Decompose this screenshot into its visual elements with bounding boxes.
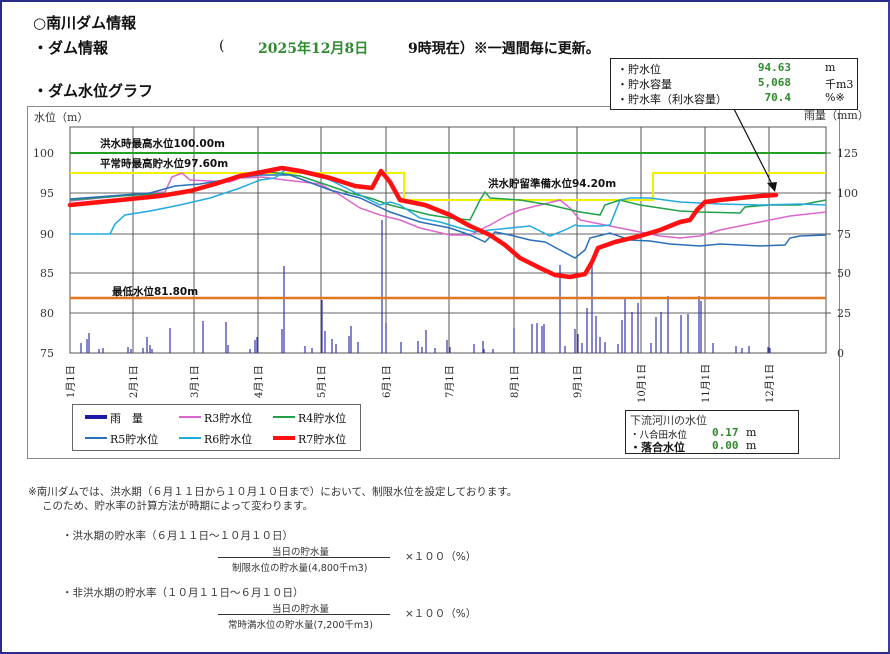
nonflood-numerator: 当日の貯水量 xyxy=(272,604,330,615)
x-tick: 11月1日 xyxy=(700,364,712,403)
status-row-rate: ・貯水率（利水容量） 70.4 %※ xyxy=(617,91,855,106)
legend-label: R3貯水位 xyxy=(204,412,253,425)
x-tick: 10月1日 xyxy=(636,364,648,403)
x-tick: 4月1日 xyxy=(253,365,265,398)
update-time-note: 9時現在）※一週間毎に更新。 xyxy=(408,41,600,57)
arrow-head-icon xyxy=(767,182,777,192)
pointer-arrow xyxy=(732,106,774,187)
y2-tick: 50 xyxy=(837,267,851,280)
nonflood-times100: ×１００（%） xyxy=(405,608,477,620)
y-tick: 90 xyxy=(40,228,54,241)
x-tick: 3月1日 xyxy=(189,365,201,398)
legend-swatch-icon xyxy=(273,416,295,418)
legend-label: R4貯水位 xyxy=(298,412,347,425)
legend-label: R5貯水位 xyxy=(110,433,159,446)
flood-times100: ×１００（%） xyxy=(405,551,477,563)
status-label: ・貯水容量 xyxy=(617,78,672,91)
series-r7 xyxy=(67,165,779,280)
legend-swatch-icon xyxy=(85,437,107,439)
river-value: 0.00 xyxy=(712,439,739,452)
x-tick: 5月1日 xyxy=(316,365,328,398)
rainfall-bars xyxy=(80,220,771,353)
series-r3 xyxy=(69,172,827,239)
legend-swatch-icon xyxy=(273,436,295,440)
fraction-bar xyxy=(218,557,390,558)
river-unit: m xyxy=(746,439,757,452)
river-title: 下流河川の水位 xyxy=(630,414,707,427)
chart-legend: 雨 量 R3貯水位 R4貯水位 R5貯水位 R6貯水位 R7貯水位 xyxy=(72,404,361,451)
series-r6 xyxy=(70,169,827,237)
status-value: 94.63 xyxy=(757,61,791,74)
y-tick: 85 xyxy=(40,267,54,280)
flood-max-label: 洪水時最高水位100.00m xyxy=(100,137,225,150)
y-tick: 100 xyxy=(33,147,54,160)
note-line-1: ※南川ダムでは、洪水期（６月１１日から１０月１０日まで）において、制限水位を設定… xyxy=(28,486,518,498)
update-date: 2025年12月8日 xyxy=(258,41,369,57)
note-line-2: このため、貯水率の計算方法が時期によって変わります。 xyxy=(42,500,314,512)
y2-tick: 0 xyxy=(837,347,844,360)
legend-label: 雨 量 xyxy=(110,412,143,425)
flood-denominator: 制限水位の貯水量(4,800千m3) xyxy=(232,563,368,574)
fraction-bar xyxy=(218,614,390,615)
river-label: ・落合水位 xyxy=(630,441,685,454)
flood-numerator: 当日の貯水量 xyxy=(272,547,330,558)
status-row-level: ・貯水位 94.63 m xyxy=(617,61,855,76)
y2-tick: 25 xyxy=(837,307,851,320)
page-title: ○南川ダム情報 xyxy=(33,14,137,32)
status-value: 5,068 xyxy=(757,76,791,89)
section-dam-info: ・ダム情報 xyxy=(33,39,109,57)
downstream-river-box: 下流河川の水位 ・八合田水位 0.17 m ・落合水位 0.00 m xyxy=(625,410,799,454)
status-unit: m xyxy=(825,61,836,74)
normal-max-label: 平常時最高貯水位97.60m xyxy=(100,157,228,170)
status-value: 70.4 xyxy=(764,91,792,104)
x-tick: 2月1日 xyxy=(128,365,140,398)
legend-label: R7貯水位 xyxy=(298,433,347,446)
river-value: 0.17 xyxy=(712,426,739,439)
y-tick: 80 xyxy=(40,307,54,320)
x-tick: 12月1日 xyxy=(764,364,776,403)
legend-label: R6貯水位 xyxy=(204,433,253,446)
legend-swatch-icon xyxy=(85,415,107,419)
status-unit: 千m3 xyxy=(825,78,854,91)
status-unit: %※ xyxy=(825,91,845,104)
y-left-label: 水位（m） xyxy=(34,110,88,124)
status-label: ・貯水位 xyxy=(617,63,661,76)
x-tick: 6月1日 xyxy=(381,365,393,398)
x-tick: 7月1日 xyxy=(444,365,456,398)
x-tick: 8月1日 xyxy=(509,365,521,398)
river-label: ・八合田水位 xyxy=(630,430,688,441)
flood-period-title: ・洪水期の貯水率（６月１１日～１０月１０日） xyxy=(62,530,293,542)
flood-prep-label: 洪水貯留準備水位94.20m xyxy=(488,177,616,190)
y2-tick: 125 xyxy=(837,147,858,160)
section-graph-title: ・ダム水位グラフ xyxy=(33,82,154,100)
river-unit: m xyxy=(746,426,757,439)
status-row-volume: ・貯水容量 5,068 千m3 xyxy=(617,76,855,91)
status-label: ・貯水率（利水容量） xyxy=(617,93,727,106)
y-right-label: 雨量（mm） xyxy=(804,109,869,122)
y-tick: 75 xyxy=(40,347,54,360)
paren-open: ( xyxy=(219,38,225,54)
current-status-box: ・貯水位 94.63 m ・貯水容量 5,068 千m3 ・貯水率（利水容量） … xyxy=(610,58,858,110)
x-tick: 1月1日 xyxy=(65,365,77,398)
y2-tick: 75 xyxy=(837,228,851,241)
y-tick: 95 xyxy=(40,187,54,200)
min-level-label: 最低水位81.80m xyxy=(112,285,198,298)
y2-tick: 100 xyxy=(837,187,858,200)
legend-swatch-icon xyxy=(179,416,201,418)
normal-max-line xyxy=(70,172,826,201)
x-tick: 9月1日 xyxy=(572,365,584,398)
legend-swatch-icon xyxy=(179,437,201,439)
nonflood-period-title: ・非洪水期の貯水率（１０月１１日～６月１０日） xyxy=(62,587,304,599)
nonflood-denominator: 常時満水位の貯水量(7,200千m3) xyxy=(228,620,373,631)
